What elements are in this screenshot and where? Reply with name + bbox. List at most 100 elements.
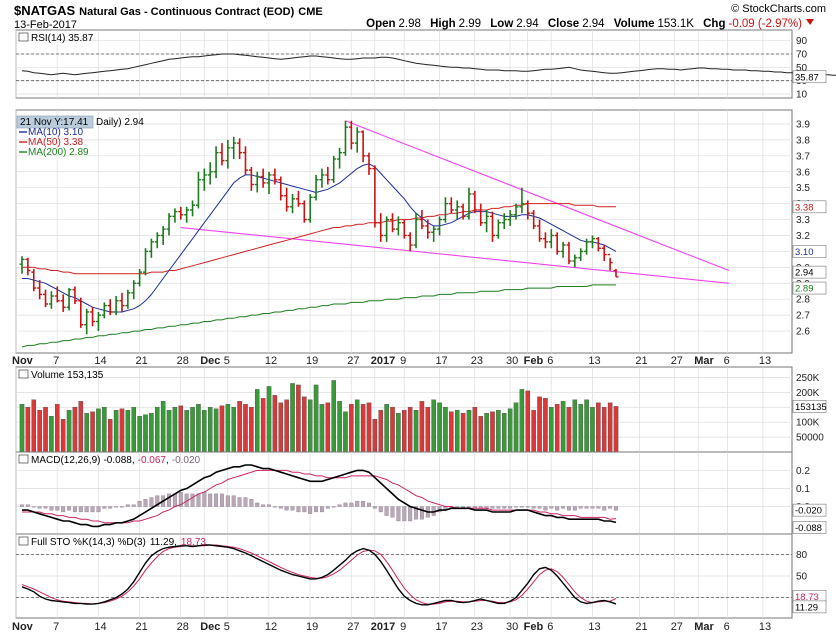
ohlc-bar xyxy=(495,219,501,239)
ohlc-bar xyxy=(425,219,431,239)
ohlc-bar xyxy=(337,147,343,169)
volume-tick-label: 250K xyxy=(796,373,820,384)
x-tick-label: 6 xyxy=(724,621,730,633)
macd-hist-bar xyxy=(196,493,201,507)
macd-hist-bar xyxy=(243,497,248,507)
ma200-last-tag-box xyxy=(792,281,827,295)
ohlc-bar xyxy=(166,213,172,236)
x-tick-label: 23 xyxy=(471,621,483,633)
volume-bar xyxy=(213,408,219,453)
ohlc-bar xyxy=(95,311,101,332)
macd-hist-bar xyxy=(519,506,524,508)
volume-bar xyxy=(572,399,578,453)
rsi-tick-label: 90 xyxy=(796,36,808,47)
volume-bar xyxy=(260,398,266,453)
x-tick-label: 14 xyxy=(94,621,106,633)
ohlc-bar xyxy=(242,146,248,175)
volume-bar xyxy=(55,404,60,453)
ohlc-bar xyxy=(354,127,360,153)
ohlc-bar xyxy=(395,216,401,236)
volume-minimize-icon[interactable] xyxy=(18,369,29,379)
macd-hist-bar xyxy=(378,506,383,513)
ohlc-bar xyxy=(501,213,507,230)
macd-hist-bar xyxy=(302,506,307,513)
ohlc-bar xyxy=(460,203,466,220)
macd-hist-bar xyxy=(372,506,377,509)
ohlc-bar xyxy=(31,268,37,292)
volume-bar xyxy=(219,405,225,453)
volume-bar xyxy=(307,399,313,453)
volume-bar xyxy=(131,407,136,453)
volume-bar xyxy=(384,404,389,453)
rsi-minimize-icon[interactable] xyxy=(18,32,29,42)
x-tick-label: 5 xyxy=(224,355,230,367)
ohlc-bar xyxy=(101,302,107,319)
macd-hist-bar xyxy=(437,506,442,513)
ohlc-bar xyxy=(537,219,543,242)
rsi-last-tag-box xyxy=(792,70,827,84)
ohlc-bar xyxy=(278,176,284,201)
ohlc-bar xyxy=(331,155,337,183)
volume-bar xyxy=(525,390,531,453)
price-tick-label: 3.7 xyxy=(796,151,810,162)
x-tick-label: Nov xyxy=(12,621,34,633)
macd-hist-bar xyxy=(461,506,466,508)
ohlc-bar xyxy=(107,299,113,316)
macd-hist-bar xyxy=(155,495,160,507)
price-tick-label: 3.2 xyxy=(796,231,810,242)
price-tooltip: 21 Nov Y:17.41 xyxy=(20,117,89,128)
ohlc-bar xyxy=(525,200,531,220)
volume-bar xyxy=(313,384,319,453)
ohlc-bar xyxy=(319,168,325,188)
volume-bar xyxy=(25,407,31,453)
volume-bar xyxy=(43,407,48,453)
ohlc-bar xyxy=(548,229,554,249)
x-tick-label: 27 xyxy=(347,621,359,633)
watermark: © StockCharts.com xyxy=(731,3,826,15)
ohlc-bar xyxy=(90,307,96,327)
volume-bar xyxy=(272,395,278,453)
volume-bar xyxy=(454,410,460,453)
macd-hist-bar xyxy=(131,504,136,507)
down-arrow-icon xyxy=(806,19,814,25)
sto-tick-label: 50 xyxy=(796,572,808,583)
volume-bar xyxy=(190,407,195,453)
ohlc-summary: Open 2.98 High 2.99 Low 2.94 Close 2.94 Volu… xyxy=(366,18,802,30)
ohlc-bar xyxy=(466,187,472,220)
ohlc-bar xyxy=(248,166,254,191)
ohlc-bar xyxy=(348,120,354,150)
volume-bar xyxy=(531,410,536,453)
macd-hist-bar xyxy=(508,506,513,509)
ma50-legend: MA(50) 3.38 xyxy=(28,137,83,148)
macd-line xyxy=(22,464,617,528)
ohlc-bar xyxy=(437,216,443,236)
macd-hist-bar xyxy=(96,506,101,513)
panels: 90 70 50 30 10 35.87 RSI(14) 35.87 3.9 3.8 3.7 3.6… xyxy=(12,29,836,633)
x-tick-label: 7 xyxy=(53,621,59,633)
sto-minimize-icon[interactable] xyxy=(18,536,29,546)
macd-hist-bar xyxy=(537,506,542,509)
volume-bar xyxy=(231,407,236,453)
x-tick-label: 17 xyxy=(435,621,447,633)
x-tick-label: 21 xyxy=(136,355,148,367)
ohlc-bar xyxy=(307,194,313,223)
macd-hist-bar xyxy=(331,506,336,508)
price-tick-label: 3.9 xyxy=(796,119,810,130)
volume-bar xyxy=(519,389,525,453)
volume-bar xyxy=(202,410,207,453)
volume-bar xyxy=(290,383,295,453)
ohlc-bar xyxy=(172,208,178,223)
ohlc-bar xyxy=(195,171,201,209)
rsi-tick-label: 70 xyxy=(796,50,808,61)
macd-hist-bar xyxy=(272,506,277,508)
volume-bar xyxy=(60,419,66,453)
macd-hist-bar xyxy=(390,506,395,518)
macd-hist-bar xyxy=(319,506,324,513)
ohlc-bar xyxy=(231,136,237,160)
ohlc-bar xyxy=(237,138,243,160)
macd-minimize-icon[interactable] xyxy=(18,454,29,464)
volume-bar xyxy=(502,413,507,453)
macd-hist-bar xyxy=(225,495,230,507)
volume-bar xyxy=(49,416,54,453)
